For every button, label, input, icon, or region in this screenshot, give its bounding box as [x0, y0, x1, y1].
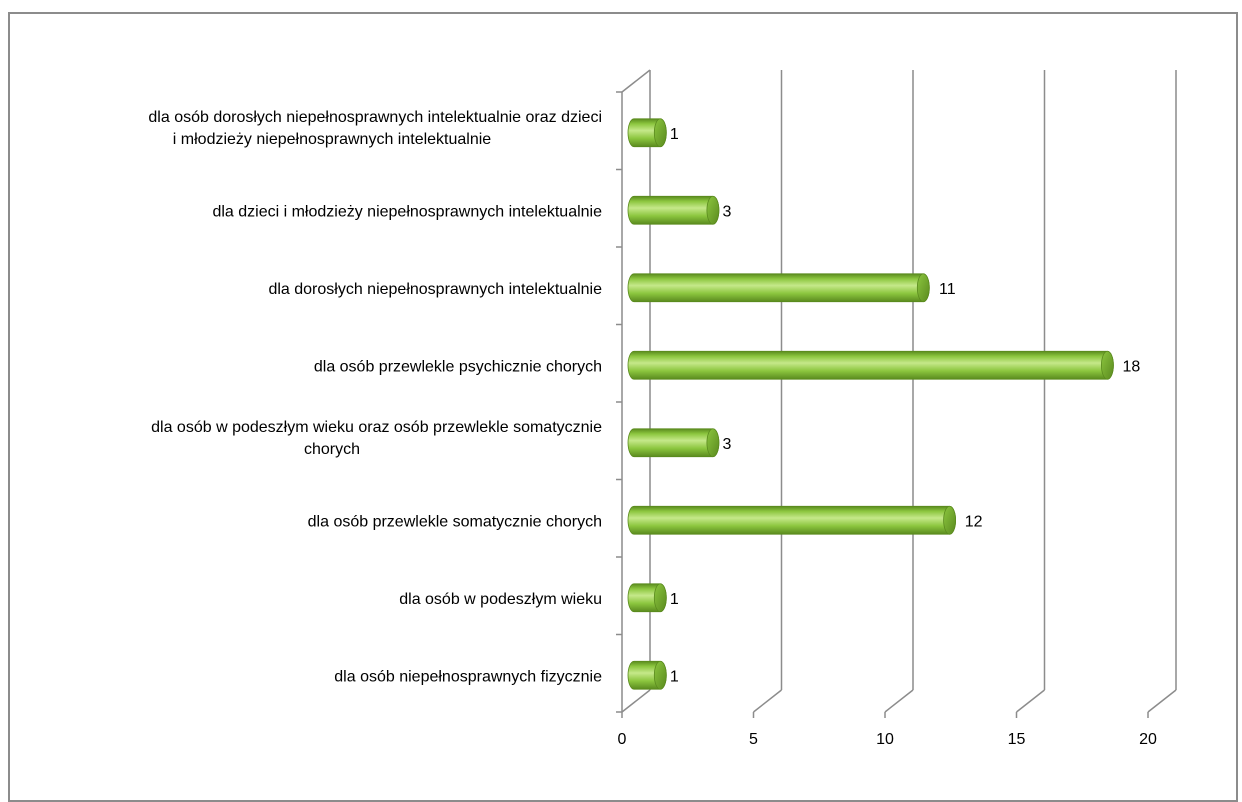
x-tick-label-10: 10	[876, 731, 894, 748]
bar-cap-3	[1101, 350, 1114, 380]
data-label-7: 1	[670, 668, 679, 685]
category-label-3-line-0: dla osób przewlekle psychicznie chorych	[314, 358, 602, 375]
category-label-5: dla osób przewlekle somatycznie chorych	[308, 513, 602, 530]
gridline-floor-10	[884, 689, 914, 713]
category-label-7: dla osób niepełnosprawnych fizycznie	[334, 668, 602, 685]
bar-1	[627, 195, 720, 225]
category-label-1-line-0: dla dzieci i młodzieży niepełnosprawnych…	[212, 203, 602, 220]
data-label-6: 1	[670, 591, 679, 608]
gridline-floor-5	[753, 689, 782, 713]
data-label-3: 18	[1123, 358, 1141, 375]
gridline-floor-15	[1016, 689, 1045, 713]
data-label-0: 1	[670, 126, 679, 143]
bar-5	[627, 505, 956, 535]
chart-frame	[8, 12, 1238, 802]
category-label-4-line-1: chorych	[304, 441, 360, 458]
data-label-1: 3	[722, 203, 731, 220]
bar-cap-6	[653, 583, 667, 613]
x-tick-label-20: 20	[1139, 731, 1157, 748]
category-label-7-line-0: dla osób niepełnosprawnych fizycznie	[334, 668, 602, 685]
bar-cap-7	[653, 660, 667, 690]
category-label-1: dla dzieci i młodzieży niepełnosprawnych…	[212, 203, 602, 220]
category-label-6: dla osób w podeszłym wieku	[399, 591, 602, 608]
x-tick-label-5: 5	[749, 731, 758, 748]
category-label-0-line-0: dla osób dorosłych niepełnosprawnych int…	[148, 109, 602, 126]
bar-cap-1	[706, 195, 720, 225]
y-axis-top-connector	[621, 69, 651, 93]
x-tick-label-0: 0	[618, 731, 627, 748]
data-label-5: 12	[965, 513, 983, 530]
bar-2	[627, 273, 930, 303]
category-label-0: dla osób dorosłych niepełnosprawnych int…	[148, 109, 602, 148]
bar-3	[627, 350, 1114, 380]
category-label-6-line-0: dla osób w podeszłym wieku	[399, 591, 602, 608]
data-label-2: 11	[939, 281, 956, 298]
category-label-4: dla osób w podeszłym wieku oraz osób prz…	[151, 419, 602, 458]
bar-cap-0	[653, 118, 667, 148]
category-label-0-line-1: i młodzieży niepełnosprawnych intelektua…	[173, 131, 492, 148]
category-label-3: dla osób przewlekle psychicznie chorych	[314, 358, 602, 375]
bar-4	[627, 428, 720, 458]
category-label-5-line-0: dla osób przewlekle somatycznie chorych	[308, 513, 602, 530]
data-label-4: 3	[722, 436, 731, 453]
gridline-floor-20	[1147, 689, 1177, 713]
category-label-2-line-0: dla dorosłych niepełnosprawnych intelekt…	[268, 281, 602, 298]
category-label-4-line-0: dla osób w podeszłym wieku oraz osób prz…	[151, 419, 602, 436]
bar-cap-5	[943, 505, 956, 535]
bar-cap-2	[916, 273, 930, 303]
gridline-floor-0	[621, 689, 651, 713]
x-tick-label-15: 15	[1008, 731, 1026, 748]
bar-cap-4	[706, 428, 720, 458]
category-label-2: dla dorosłych niepełnosprawnych intelekt…	[268, 281, 602, 298]
